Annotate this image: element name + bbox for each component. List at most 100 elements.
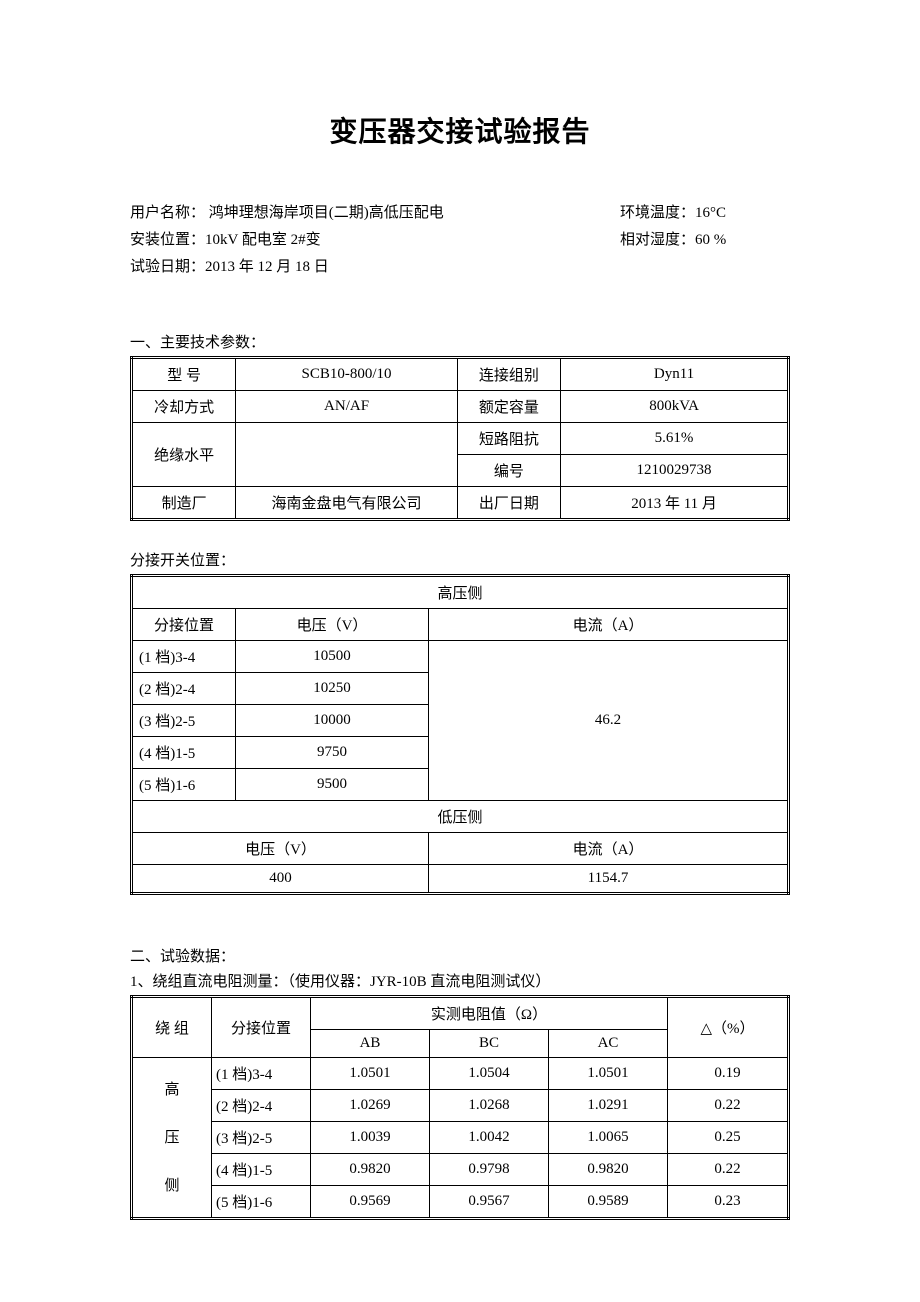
tap-pos: (1 档)3-4 <box>132 641 236 673</box>
lv-header: 低压侧 <box>132 801 789 833</box>
env-label: 环境温度： <box>620 205 695 221</box>
res-d: 0.22 <box>668 1154 789 1186</box>
res-pos: (1 档)3-4 <box>212 1058 311 1090</box>
conn-value: Dyn11 <box>561 358 789 391</box>
res-pos: (4 档)1-5 <box>212 1154 311 1186</box>
capacity-label: 额定容量 <box>457 391 560 423</box>
table-row: (2 档)2-4 1.0269 1.0268 1.0291 0.22 <box>132 1090 789 1122</box>
res-bc: 1.0268 <box>430 1090 549 1122</box>
res-bc: 1.0042 <box>430 1122 549 1154</box>
table-row: 冷却方式 AN/AF 额定容量 800kVA <box>132 391 789 423</box>
winding-label: 绕 组 <box>132 997 212 1058</box>
install-value: 10kV 配电室 2#变 <box>205 232 321 248</box>
table-row: 绝缘水平 短路阻抗 5.61% <box>132 423 789 455</box>
res-pos: (2 档)2-4 <box>212 1090 311 1122</box>
res-ac: 1.0501 <box>549 1058 668 1090</box>
tap-pos: (3 档)2-5 <box>132 705 236 737</box>
user-line: 用户名称： 鸿坤理想海岸项目(二期)高低压配电 <box>130 200 620 227</box>
conn-label: 连接组别 <box>457 358 560 391</box>
res-bc: 0.9567 <box>430 1186 549 1219</box>
col-ac: AC <box>549 1030 668 1058</box>
serial-value: 1210029738 <box>561 455 789 487</box>
res-d: 0.23 <box>668 1186 789 1219</box>
mfr-value: 海南金盘电气有限公司 <box>236 487 457 520</box>
section1-label: 一、主要技术参数： <box>130 331 790 352</box>
res-bc: 0.9798 <box>430 1154 549 1186</box>
humidity-value: 60 % <box>695 232 726 248</box>
tap-v: 10000 <box>236 705 429 737</box>
table-row: (5 档)1-6 0.9569 0.9567 0.9589 0.23 <box>132 1186 789 1219</box>
table-row: 绕 组 分接位置 实测电阻值（Ω） △（%） <box>132 997 789 1030</box>
res-pos: (3 档)2-5 <box>212 1122 311 1154</box>
res-d: 0.25 <box>668 1122 789 1154</box>
model-label: 型 号 <box>132 358 236 391</box>
res-pos: (5 档)1-6 <box>212 1186 311 1219</box>
res-ab: 1.0269 <box>311 1090 430 1122</box>
table-row: 分接位置 电压（V） 电流（A） <box>132 609 789 641</box>
table-row: (1 档)3-4 10500 46.2 <box>132 641 789 673</box>
tap-label: 分接开关位置： <box>130 549 790 570</box>
tap-table: 高压侧 分接位置 电压（V） 电流（A） (1 档)3-4 10500 46.2… <box>130 574 790 895</box>
hv-header: 高压侧 <box>132 576 789 609</box>
page: 变压器交接试验报告 用户名称： 鸿坤理想海岸项目(二期)高低压配电 环境温度：1… <box>0 0 920 1302</box>
outdate-label: 出厂日期 <box>457 487 560 520</box>
col-ab: AB <box>311 1030 430 1058</box>
outdate-value: 2013 年 11 月 <box>561 487 789 520</box>
measured-label: 实测电阻值（Ω） <box>311 997 668 1030</box>
insul-value <box>236 423 457 487</box>
env-line: 环境温度：16°C <box>620 200 790 227</box>
install-line: 安装位置：10kV 配电室 2#变 <box>130 227 620 254</box>
mfr-label: 制造厂 <box>132 487 236 520</box>
user-value: 鸿坤理想海岸项目(二期)高低压配电 <box>205 205 444 221</box>
user-label: 用户名称： <box>130 205 205 221</box>
tap-pos: (2 档)2-4 <box>132 673 236 705</box>
section2-sub: 1、绕组直流电阻测量：（使用仪器：JYR-10B 直流电阻测试仪） <box>130 970 790 991</box>
res-d: 0.19 <box>668 1058 789 1090</box>
res-tap-label: 分接位置 <box>212 997 311 1058</box>
impedance-value: 5.61% <box>561 423 789 455</box>
table-row: 低压侧 <box>132 801 789 833</box>
tap-pos: (4 档)1-5 <box>132 737 236 769</box>
date-line: 试验日期：2013 年 12 月 18 日 <box>130 254 790 281</box>
res-bc: 1.0504 <box>430 1058 549 1090</box>
header-block: 用户名称： 鸿坤理想海岸项目(二期)高低压配电 环境温度：16°C 安装位置：1… <box>130 200 790 281</box>
model-value: SCB10-800/10 <box>236 358 457 391</box>
insul-label: 绝缘水平 <box>132 423 236 487</box>
tap-pos-label: 分接位置 <box>132 609 236 641</box>
table-row: 型 号 SCB10-800/10 连接组别 Dyn11 <box>132 358 789 391</box>
env-value: 16°C <box>695 205 726 221</box>
cooling-value: AN/AF <box>236 391 457 423</box>
cooling-label: 冷却方式 <box>132 391 236 423</box>
humidity-line: 相对湿度：60 % <box>620 227 790 254</box>
res-ab: 1.0501 <box>311 1058 430 1090</box>
table-row: 400 1154.7 <box>132 865 789 894</box>
params-table: 型 号 SCB10-800/10 连接组别 Dyn11 冷却方式 AN/AF 额… <box>130 356 790 521</box>
resistance-table: 绕 组 分接位置 实测电阻值（Ω） △（%） AB BC AC 高 压 侧 (1… <box>130 995 790 1220</box>
hv-current: 46.2 <box>429 641 789 801</box>
table-row: (3 档)2-5 1.0039 1.0042 1.0065 0.25 <box>132 1122 789 1154</box>
humidity-label: 相对湿度： <box>620 232 695 248</box>
res-d: 0.22 <box>668 1090 789 1122</box>
tap-v: 9500 <box>236 769 429 801</box>
tap-v: 10250 <box>236 673 429 705</box>
impedance-label: 短路阻抗 <box>457 423 560 455</box>
table-row: 高 压 侧 (1 档)3-4 1.0501 1.0504 1.0501 0.19 <box>132 1058 789 1090</box>
tap-v: 9750 <box>236 737 429 769</box>
delta-label: △（%） <box>668 997 789 1058</box>
table-row: 制造厂 海南金盘电气有限公司 出厂日期 2013 年 11 月 <box>132 487 789 520</box>
res-ab: 1.0039 <box>311 1122 430 1154</box>
res-ac: 1.0291 <box>549 1090 668 1122</box>
lv-current-label: 电流（A） <box>429 833 789 865</box>
lv-current: 1154.7 <box>429 865 789 894</box>
lv-voltage: 400 <box>132 865 429 894</box>
res-ab: 0.9820 <box>311 1154 430 1186</box>
res-ac: 0.9820 <box>549 1154 668 1186</box>
date-label: 试验日期： <box>130 259 205 275</box>
voltage-label: 电压（V） <box>236 609 429 641</box>
report-title: 变压器交接试验报告 <box>130 110 790 150</box>
capacity-value: 800kVA <box>561 391 789 423</box>
res-ac: 0.9589 <box>549 1186 668 1219</box>
install-label: 安装位置： <box>130 232 205 248</box>
res-ab: 0.9569 <box>311 1186 430 1219</box>
table-row: 电压（V） 电流（A） <box>132 833 789 865</box>
